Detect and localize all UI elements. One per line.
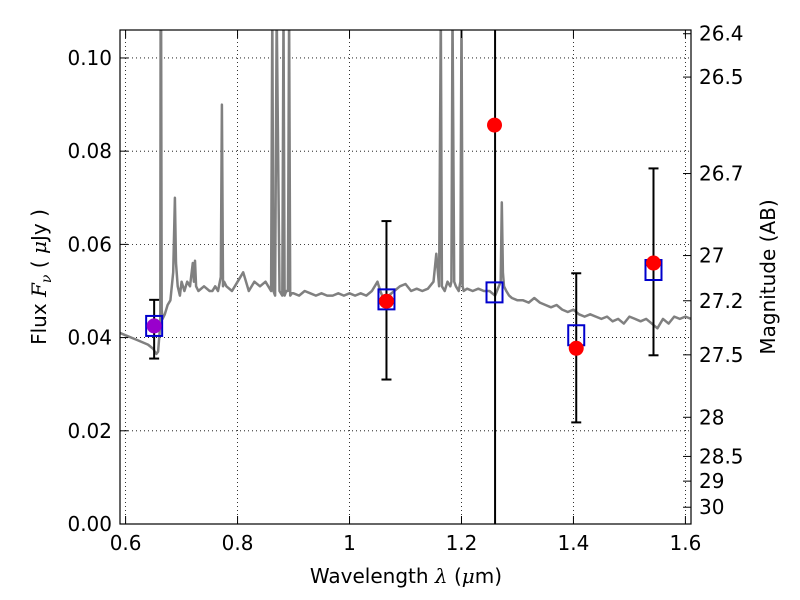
observed-point <box>378 293 394 309</box>
spectrum-line <box>120 30 691 356</box>
y-tick-label: 0.06 <box>67 232 112 256</box>
magnitude-tick-label: 29 <box>699 469 724 493</box>
observed-point <box>645 255 661 271</box>
magnitude-tick-label: 28 <box>699 405 724 429</box>
x-tick-label: 1.4 <box>558 531 590 555</box>
model-point-square <box>377 288 396 311</box>
x-tick-label: 1 <box>343 531 356 555</box>
observed-point <box>568 340 584 356</box>
y-tick-label: 0.02 <box>67 419 112 443</box>
magnitude-tick-label: 26.7 <box>699 162 744 186</box>
magnitude-tick-label: 26.4 <box>699 22 744 46</box>
magnitude-axis-label: Magnitude (AB) <box>756 199 780 354</box>
grid <box>120 30 691 525</box>
y-tick-label: 0.00 <box>67 512 112 536</box>
x-axis-label: Wavelength λ (μm) <box>310 564 502 588</box>
y-tick-label: 0.08 <box>67 139 112 163</box>
y-axis-label: Flux Fν ( μJy ) <box>27 209 55 345</box>
magnitude-tick-label: 26.5 <box>699 65 744 89</box>
magnitude-tick-label: 30 <box>699 495 724 519</box>
x-tick-label: 1.2 <box>446 531 478 555</box>
x-tick-label: 1.6 <box>669 531 701 555</box>
model-point-square <box>485 281 504 304</box>
magnitude-tick-label: 27 <box>699 244 724 268</box>
x-tick-label: 0.8 <box>222 531 254 555</box>
observed-point <box>146 318 162 334</box>
plot-frame <box>119 29 692 525</box>
model-point-square <box>145 314 164 337</box>
observed-point <box>487 117 503 133</box>
x-tick-label: 0.6 <box>110 531 142 555</box>
magnitude-tick-label: 27.5 <box>699 343 744 367</box>
plot-data <box>120 30 691 524</box>
magnitude-tick-label: 27.2 <box>699 289 744 313</box>
axis-ticks: 0.6 0.8 1 1.2 1.4 1.6 0.00 0.02 0.04 0.06 0.08 0.10… <box>67 22 743 555</box>
y-tick-label: 0.10 <box>67 46 112 70</box>
y-tick-label: 0.04 <box>67 326 112 350</box>
magnitude-tick-label: 28.5 <box>699 444 744 468</box>
